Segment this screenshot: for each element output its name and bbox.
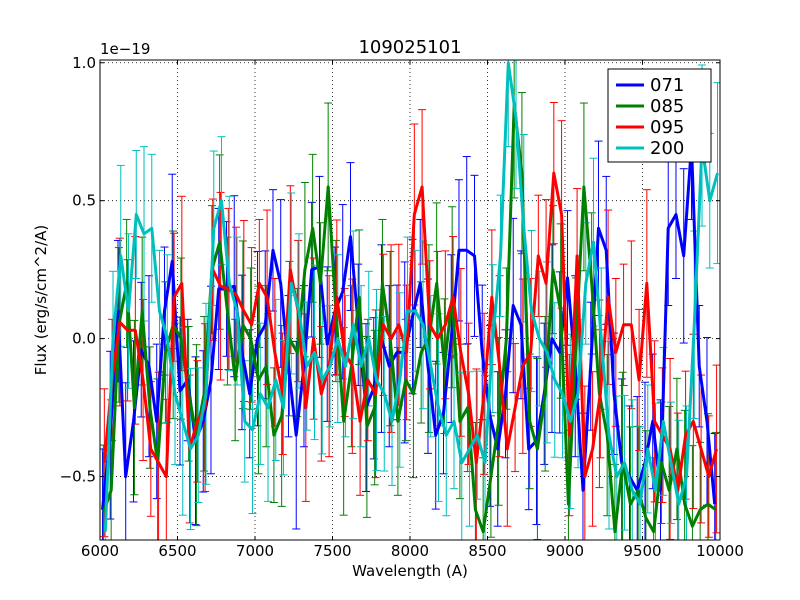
y-axis-label: Flux (erg/s/cm^2/A) <box>32 225 50 376</box>
legend-label-085: 085 <box>650 96 684 117</box>
x-tick-label: 7000 <box>236 542 274 560</box>
x-tick-label: 6000 <box>81 542 119 560</box>
y-tick-label: 0.5 <box>72 192 96 210</box>
y-tick-label: 1.0 <box>72 54 96 72</box>
x-tick-label: 8000 <box>391 542 429 560</box>
y-offset-label: 1e−19 <box>100 40 150 58</box>
x-tick-label: 9500 <box>623 542 661 560</box>
legend-label-095: 095 <box>650 117 684 138</box>
x-tick-label: 7500 <box>313 542 351 560</box>
x-axis-label: Wavelength (A) <box>352 562 468 580</box>
legend-label-200: 200 <box>650 138 684 159</box>
x-tick-label: 10000 <box>696 542 744 560</box>
series-lines <box>101 61 719 534</box>
x-tick-label: 6500 <box>158 542 196 560</box>
y-tick-label: 0.0 <box>72 330 96 348</box>
legend-label-071: 071 <box>650 75 684 96</box>
x-tick-label: 9000 <box>546 542 584 560</box>
y-tick-label: −0.5 <box>60 468 96 486</box>
series-line-200 <box>103 61 719 532</box>
chart-title: 109025101 <box>358 37 461 58</box>
axis-ticks: 6000 6500 7000 7500 8000 8500 9000 9500 10000 −0.… <box>60 54 744 560</box>
x-tick-label: 8500 <box>468 542 506 560</box>
